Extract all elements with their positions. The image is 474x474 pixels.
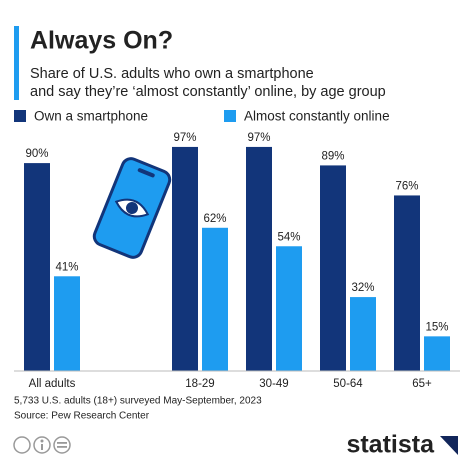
value-label: 62% xyxy=(203,213,226,225)
icon xyxy=(53,436,71,454)
bar xyxy=(394,195,420,371)
bar xyxy=(172,146,198,371)
x-tick-label: 50-64 xyxy=(333,378,363,390)
icon xyxy=(13,436,31,454)
value-label: 89% xyxy=(321,150,344,162)
bar xyxy=(54,276,80,371)
bar xyxy=(424,336,450,371)
x-tick-label: 18-29 xyxy=(185,378,214,390)
x-tick-label: All adults xyxy=(29,378,76,390)
icon xyxy=(57,446,67,448)
brand-mark xyxy=(440,436,458,455)
title-accent xyxy=(14,26,19,100)
value-label: 15% xyxy=(425,321,448,333)
source: Source: Pew Research Center xyxy=(14,411,150,422)
phone-icon xyxy=(92,157,172,259)
brand: statista xyxy=(346,431,435,459)
icon xyxy=(57,442,67,444)
bar xyxy=(350,297,376,371)
bar xyxy=(276,246,302,371)
x-tick-label: 65+ xyxy=(412,378,432,390)
subtitle: and say they’re ‘almost constantly’ onli… xyxy=(30,84,386,100)
plot: All adults 90% 41% 18-29 97% 62% 30-49 97% 54% 50… xyxy=(24,132,450,390)
chart-title: Always On? xyxy=(30,27,173,55)
x-tick-label: 30-49 xyxy=(259,378,288,390)
bar xyxy=(246,146,272,371)
value-label: 54% xyxy=(277,231,300,243)
icon xyxy=(40,439,44,443)
subtitle: Share of U.S. adults who own a smartphon… xyxy=(30,66,314,82)
license-icons xyxy=(13,436,71,454)
icon xyxy=(41,444,43,450)
legend-swatch xyxy=(224,110,236,122)
value-label: 76% xyxy=(395,180,418,192)
value-label: 97% xyxy=(173,132,196,144)
bar xyxy=(320,165,346,371)
bar xyxy=(24,163,50,371)
value-label: 32% xyxy=(351,282,374,294)
bar xyxy=(202,227,228,371)
pupil xyxy=(126,202,138,214)
value-label: 41% xyxy=(55,261,78,273)
legend-swatch xyxy=(14,110,26,122)
note: 5,733 U.S. adults (18+) surveyed May-Sep… xyxy=(14,396,262,407)
value-label: 90% xyxy=(25,148,48,160)
phone-speaker xyxy=(137,168,155,178)
value-label: 97% xyxy=(247,132,270,144)
legend: Own a smartphone Almost constantly online xyxy=(14,109,390,124)
icon xyxy=(33,436,51,454)
legend-label: Own a smartphone xyxy=(34,109,148,124)
legend-label: Almost constantly online xyxy=(244,109,390,124)
